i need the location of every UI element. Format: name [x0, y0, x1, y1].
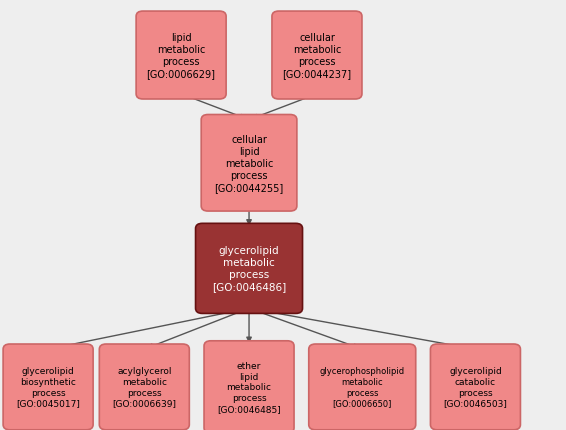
Text: glycerolipid
catabolic
process
[GO:0046503]: glycerolipid catabolic process [GO:00465… — [444, 366, 507, 408]
Text: ether
lipid
metabolic
process
[GO:0046485]: ether lipid metabolic process [GO:004648… — [217, 361, 281, 413]
Text: glycerolipid
metabolic
process
[GO:0046486]: glycerolipid metabolic process [GO:00464… — [212, 246, 286, 292]
Text: cellular
metabolic
process
[GO:0044237]: cellular metabolic process [GO:0044237] — [282, 33, 351, 79]
FancyBboxPatch shape — [204, 341, 294, 430]
FancyBboxPatch shape — [196, 224, 302, 314]
Text: glycerolipid
biosynthetic
process
[GO:0045017]: glycerolipid biosynthetic process [GO:00… — [16, 366, 80, 408]
FancyBboxPatch shape — [136, 12, 226, 100]
FancyBboxPatch shape — [201, 115, 297, 212]
FancyBboxPatch shape — [3, 344, 93, 430]
FancyBboxPatch shape — [100, 344, 189, 430]
FancyBboxPatch shape — [309, 344, 415, 430]
Text: glycerophospholipid
metabolic
process
[GO:0006650]: glycerophospholipid metabolic process [G… — [320, 366, 405, 408]
FancyBboxPatch shape — [272, 12, 362, 100]
FancyBboxPatch shape — [430, 344, 521, 430]
Text: acylglycerol
metabolic
process
[GO:0006639]: acylglycerol metabolic process [GO:00066… — [112, 366, 177, 408]
Text: lipid
metabolic
process
[GO:0006629]: lipid metabolic process [GO:0006629] — [147, 33, 216, 79]
Text: cellular
lipid
metabolic
process
[GO:0044255]: cellular lipid metabolic process [GO:004… — [215, 135, 284, 192]
